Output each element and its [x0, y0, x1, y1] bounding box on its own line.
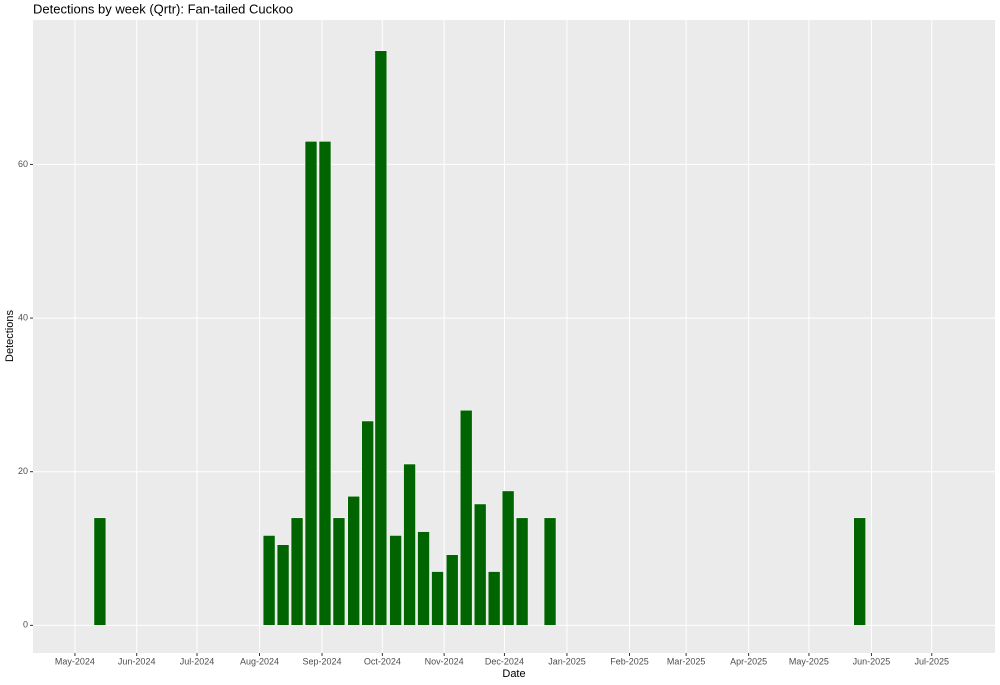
- x-tick-label: Jul-2025: [914, 656, 949, 666]
- bar: [318, 141, 332, 626]
- x-tick-label: Jul-2024: [180, 656, 215, 666]
- x-tick-label: Oct-2024: [364, 656, 401, 666]
- x-tick-label: Apr-2025: [730, 656, 767, 666]
- x-tick-label: Jan-2025: [548, 656, 586, 666]
- bar: [431, 571, 444, 626]
- bar: [473, 503, 487, 626]
- bar: [515, 517, 529, 626]
- x-tick-label: Jun-2024: [118, 656, 156, 666]
- bar: [361, 420, 374, 626]
- x-axis-title: Date: [502, 668, 525, 680]
- bar: [446, 554, 459, 626]
- x-tick-label: Dec-2024: [485, 656, 524, 666]
- y-tick-label: 60: [18, 159, 28, 169]
- y-tick-label: 0: [23, 620, 28, 630]
- x-tick-label: Feb-2025: [610, 656, 649, 666]
- bar: [93, 517, 107, 626]
- bar: [290, 517, 304, 626]
- bar: [853, 517, 866, 626]
- x-tick-label: May-2025: [789, 656, 829, 666]
- bar: [417, 531, 430, 626]
- x-tick-label: Mar-2025: [667, 656, 706, 666]
- y-tick-label: 20: [18, 466, 28, 476]
- x-tick-label: Sep-2024: [303, 656, 342, 666]
- bar: [487, 571, 501, 626]
- y-tick-label: 40: [18, 312, 28, 322]
- bar: [374, 50, 388, 626]
- bar: [262, 535, 276, 626]
- y-axis-title: Detections: [4, 310, 16, 362]
- bar: [347, 496, 360, 626]
- bar: [332, 517, 346, 626]
- bar: [403, 463, 416, 626]
- chart-title: Detections by week (Qrtr): Fan-tailed Cu…: [33, 1, 293, 16]
- bar: [459, 409, 473, 626]
- x-tick-label: Nov-2024: [425, 656, 464, 666]
- x-tick-label: Jun-2025: [853, 656, 891, 666]
- x-tick-label: May-2024: [55, 656, 95, 666]
- bar: [304, 141, 318, 626]
- bar: [389, 535, 402, 626]
- x-tick-label: Aug-2024: [240, 656, 279, 666]
- bar: [543, 517, 557, 626]
- bar: [501, 490, 515, 626]
- bar: [276, 544, 290, 626]
